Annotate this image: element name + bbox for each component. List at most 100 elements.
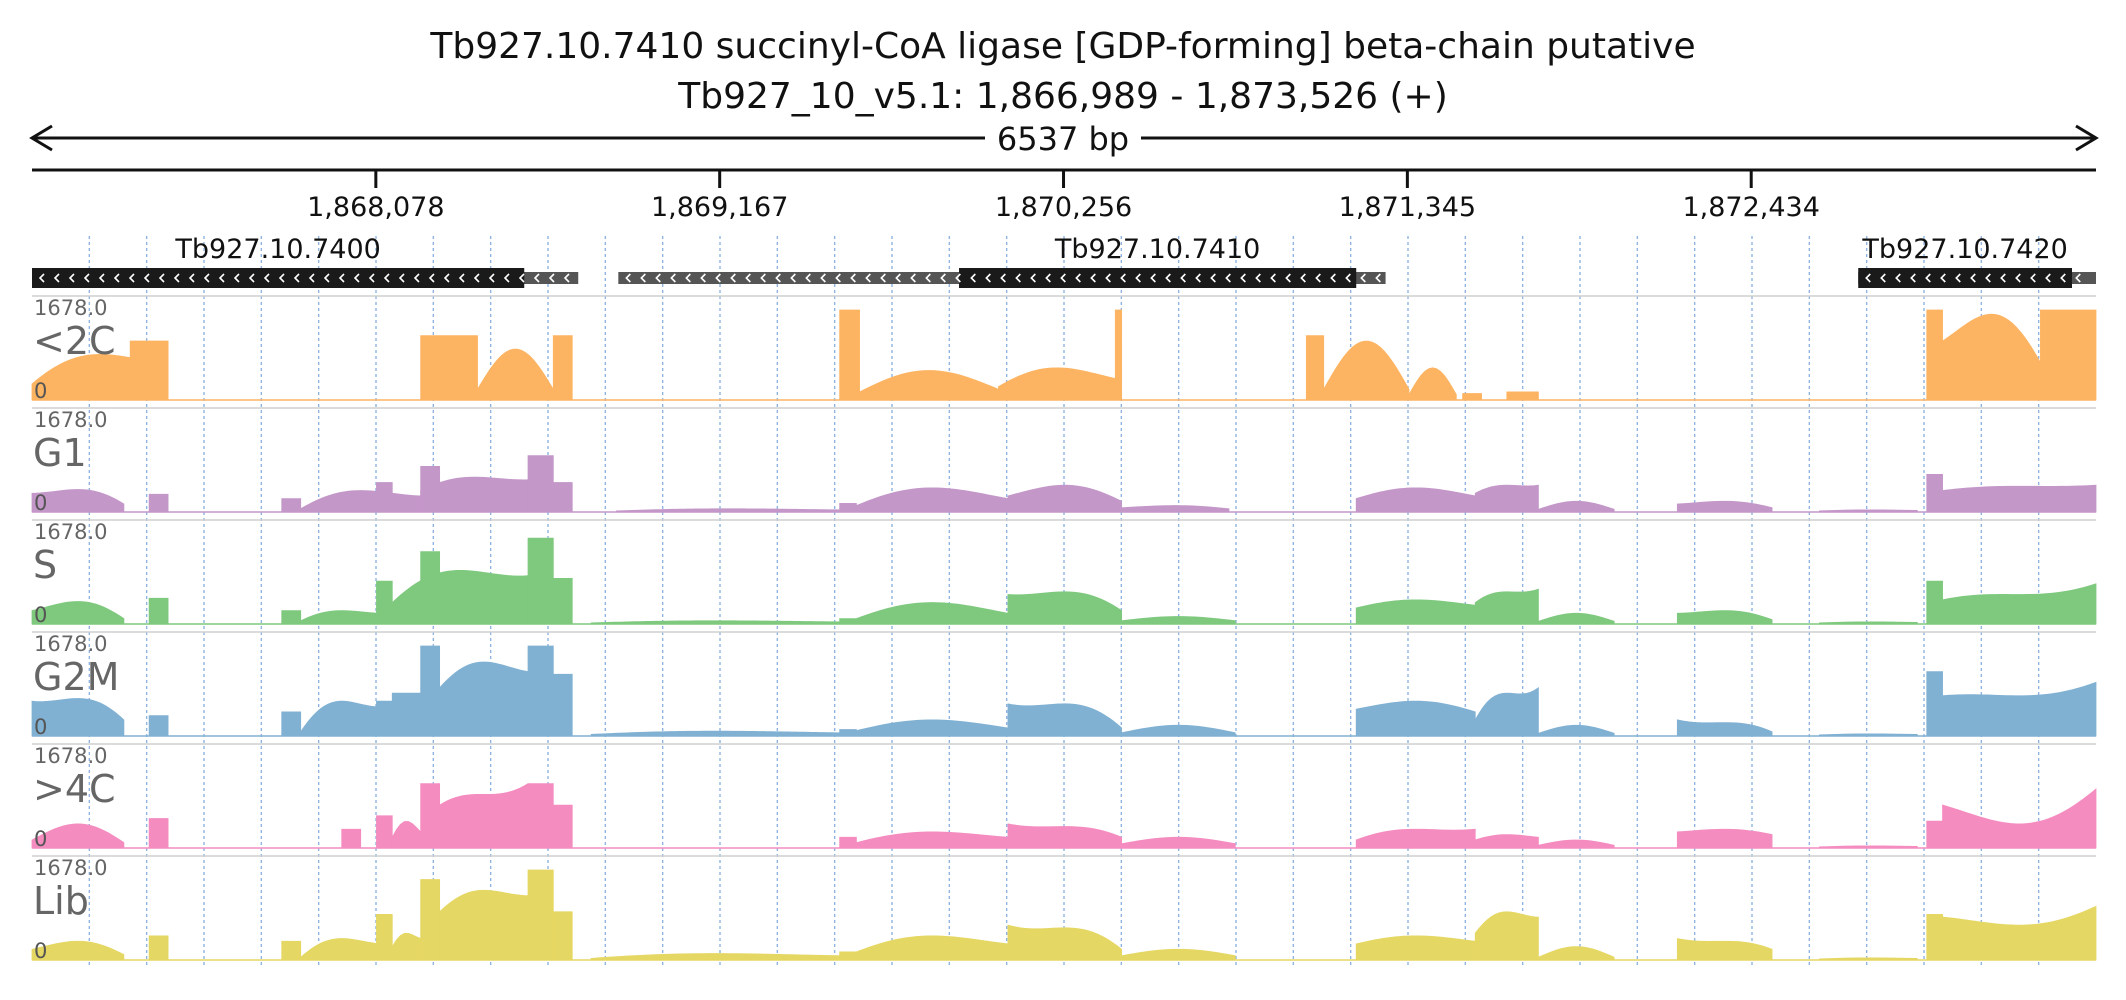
coverage-area-3-18 <box>1676 719 1773 737</box>
coverage-area-4-14 <box>1474 834 1539 849</box>
coverage-area-1-3 <box>300 490 422 513</box>
coverage-area-3-1 <box>148 715 169 737</box>
track-1: 1678.0G1 0 <box>31 407 2097 515</box>
gene-strand-chevron-1-6 <box>715 273 721 283</box>
gene-strand-chevron-1-5 <box>700 273 706 283</box>
gene-strand-chevron-1-19 <box>910 273 916 283</box>
gene-strand-chevron-0-9 <box>173 273 180 283</box>
coverage-area-1-4 <box>376 482 393 513</box>
coverage-area-2-7 <box>527 537 554 625</box>
gene-strand-chevron-1-24 <box>985 273 991 283</box>
gene-cds-0 <box>32 268 525 288</box>
gene-strand-chevron-1-41 <box>1240 273 1246 283</box>
coverage-area-0-15 <box>1926 309 1943 401</box>
axis-tick-label-4: 1,872,434 <box>1682 192 1819 223</box>
scale-length-label: 6537 bp <box>997 120 1129 158</box>
coverage-area-0-17 <box>2040 309 2097 401</box>
gene-strand-chevron-1-7 <box>730 273 736 283</box>
gene-strand-chevron-0-21 <box>353 273 360 283</box>
gene-strand-chevron-2-4 <box>1925 273 1931 283</box>
coverage-area-2-11 <box>856 602 1009 625</box>
coverage-area-3-19 <box>1819 733 1918 737</box>
scale-bar-right-arrow <box>2075 124 2099 152</box>
gene-strand-chevron-2-8 <box>1985 273 1991 283</box>
gene-strand-chevron-2-7 <box>1970 273 1976 283</box>
coordinate-axis: 1,868,078 1,869,167 1,870,256 1,871,345 1,87… <box>32 168 2096 223</box>
gene-Tb927.10.7400: Tb927.10.7400 <box>32 234 579 288</box>
gene-strand-chevron-1-45 <box>1300 273 1306 283</box>
coverage-area-5-14 <box>1121 948 1236 961</box>
gene-strand-chevron-1-12 <box>805 273 811 283</box>
coverage-area-2-15 <box>1474 588 1539 625</box>
coverage-area-4-13 <box>1355 828 1476 849</box>
axis-tick-label-2: 1,870,256 <box>995 192 1132 223</box>
coverage-area-1-15 <box>1474 484 1539 513</box>
coverage-area-5-10 <box>590 953 841 961</box>
coverage-area-3-8 <box>527 645 554 737</box>
coverage-area-0-11 <box>1323 340 1410 401</box>
gene-strand-chevron-1-9 <box>760 273 766 283</box>
coverage-area-4-4 <box>391 821 422 849</box>
gene-strand-chevron-1-43 <box>1270 273 1276 283</box>
coverage-area-2-17 <box>1676 610 1773 625</box>
coverage-area-3-16 <box>1474 686 1539 737</box>
coverage-area-5-5 <box>391 933 422 961</box>
coverage-area-0-10 <box>1305 335 1325 401</box>
gene-strand-chevron-0-0 <box>38 273 45 283</box>
gene-strand-chevron-0-34 <box>548 273 555 283</box>
coverage-area-1-13 <box>1121 505 1230 513</box>
coverage-area-0-7 <box>859 370 999 401</box>
gene-strand-chevron-0-12 <box>218 273 225 283</box>
coverage-area-3-4 <box>376 700 393 737</box>
track-name-0: <2C <box>33 319 116 363</box>
coverage-area-3-2 <box>281 711 302 737</box>
gene-strand-chevron-2-2 <box>1895 273 1901 283</box>
track-zero-label-2: 0 <box>34 603 47 627</box>
track-max-label-5: 1678.0 <box>34 856 107 880</box>
coverage-area-5-16 <box>1474 911 1539 961</box>
gene-strand-chevron-2-10 <box>2015 273 2021 283</box>
gene-strand-chevron-1-46 <box>1315 273 1321 283</box>
coverage-area-1-8 <box>552 482 573 513</box>
coverage-area-4-5 <box>420 783 441 849</box>
coverage-area-3-5 <box>391 692 422 737</box>
gene-strand-chevron-1-0 <box>625 273 631 283</box>
track-max-label-1: 1678.0 <box>34 408 107 432</box>
track-name-4: >4C <box>33 767 116 811</box>
coverage-area-0-13 <box>1462 393 1482 401</box>
gene-strand-chevron-1-32 <box>1105 273 1111 283</box>
gene-strand-chevron-0-11 <box>203 273 210 283</box>
gene-strand-chevron-1-25 <box>1000 273 1006 283</box>
gene-strand-chevron-0-7 <box>143 273 150 283</box>
gene-strand-chevron-1-33 <box>1120 273 1126 283</box>
grid-lines <box>88 236 2040 968</box>
gene-strand-chevron-0-31 <box>503 273 510 283</box>
gene-strand-chevron-0-4 <box>98 273 105 283</box>
gene-cds-2 <box>1858 268 2073 288</box>
track-name-3: G2M <box>33 655 119 699</box>
gene-strand-chevron-1-21 <box>940 273 946 283</box>
coverage-area-5-9 <box>552 911 573 961</box>
coverage-area-4-2 <box>341 828 362 849</box>
gene-strand-chevron-2-5 <box>1940 273 1946 283</box>
coverage-area-4-17 <box>1819 845 1918 849</box>
coverage-area-3-10 <box>590 730 841 737</box>
coverage-area-0-3 <box>420 335 478 401</box>
gene-label-0: Tb927.10.7400 <box>174 234 380 265</box>
gene-strand-chevron-1-37 <box>1180 273 1186 283</box>
coverage-area-2-4 <box>376 580 393 625</box>
coverage-area-2-2 <box>281 610 302 625</box>
gene-strand-chevron-1-3 <box>670 273 676 283</box>
gene-strand-chevron-1-10 <box>775 273 781 283</box>
coverage-area-4-16 <box>1676 828 1773 849</box>
track-zero-label-5: 0 <box>34 939 47 963</box>
gene-track: Tb927.10.7400 Tb927.10.7410 Tb927.10.7420 <box>32 234 2096 288</box>
gene-strand-chevron-1-8 <box>745 273 751 283</box>
gene-strand-chevron-0-6 <box>128 273 135 283</box>
gene-strand-chevron-2-9 <box>2000 273 2006 283</box>
coverage-area-5-21 <box>1942 905 2097 961</box>
gene-strand-chevron-0-28 <box>458 273 465 283</box>
